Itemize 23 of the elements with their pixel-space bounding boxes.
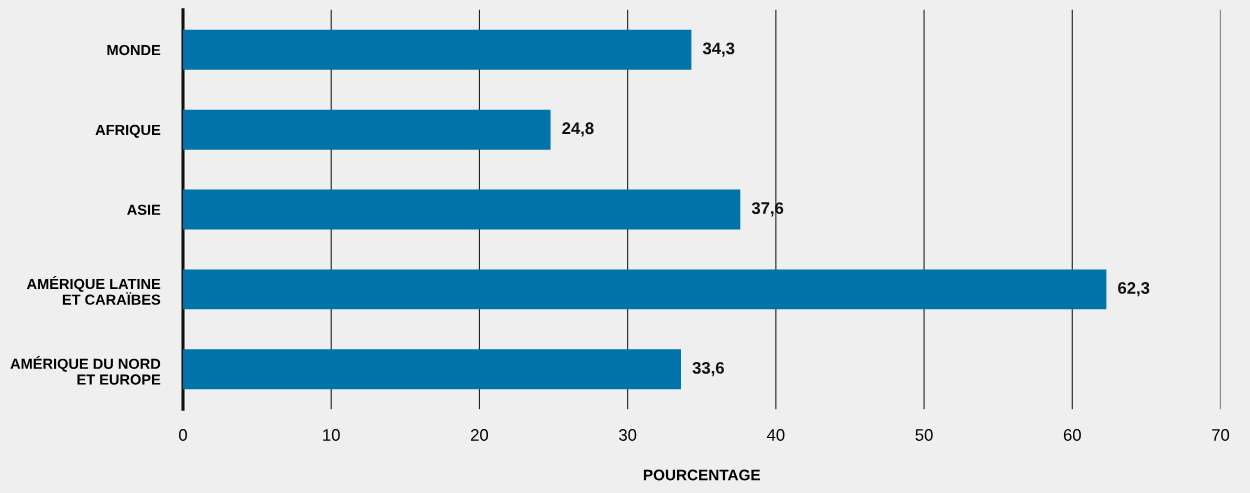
- x-tick-label: 60: [1063, 429, 1081, 441]
- x-tick-label: 40: [766, 429, 785, 441]
- x-tick-label: 10: [323, 429, 340, 441]
- x-tick-label: 50: [915, 429, 933, 441]
- x-tick-label: 0: [179, 429, 187, 441]
- data-label: 33,6: [692, 361, 724, 377]
- bar: [183, 189, 741, 230]
- data-label: 62,3: [1118, 282, 1150, 297]
- bar: [183, 349, 681, 390]
- y-tick-label: AMÉRIQUE LATINE ET CARAÏBES: [26, 276, 161, 305]
- x-tick-label: 20: [471, 429, 489, 441]
- bar: [183, 109, 551, 150]
- y-tick-label: MONDE: [107, 44, 161, 56]
- y-tick-label: ASIE: [127, 204, 161, 215]
- data-label: 34,3: [702, 42, 735, 57]
- x-tick-label: 30: [619, 429, 637, 441]
- data-label: 24,8: [562, 122, 594, 137]
- bar: [183, 269, 1107, 310]
- x-axis-title: POURCENTAGE: [643, 469, 761, 481]
- x-tick-label: 70: [1212, 429, 1230, 441]
- bar: [183, 29, 692, 70]
- y-tick-label: AFRIQUE: [95, 124, 161, 138]
- y-tick-label: AMÉRIQUE DU NORD ET EUROPE: [10, 355, 161, 385]
